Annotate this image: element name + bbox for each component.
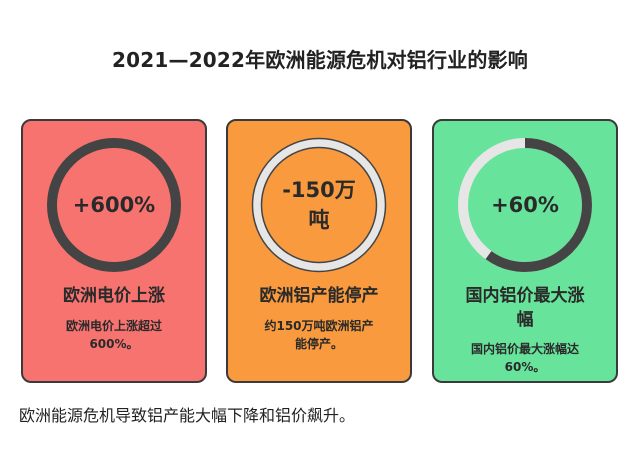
ring-value-line-1: -150万 [282,178,356,202]
ring-progress-arc [458,138,592,272]
ring-graphic [251,137,387,273]
ring-graphic [458,138,592,272]
card-text-line-1: 约150万吨欧洲铝产 [264,319,374,333]
ring-value: +600% [72,193,156,217]
caption: 欧洲能源危机导致铝产能大幅下降和铝价飙升。 [19,406,356,425]
card-text-line-1: 国内铝价最大涨幅达 [470,342,579,356]
card-text-line-1: 欧洲电价上涨超过 [65,319,162,333]
card-electricity-price: +600% 欧洲电价上涨 欧洲电价上涨超过 600%。 [21,119,207,383]
card-heading: 欧洲电价上涨 [63,286,165,306]
progress-ring: -150万 吨 [249,135,389,275]
page-title: 2021—2022年欧洲能源危机对铝行业的影响 [112,48,528,72]
card-text-line-2: 600%。 [89,337,139,351]
card-text-line-2: 能停产。 [294,337,343,351]
card-heading-line-2: 幅 [516,310,534,330]
card-aluminium-capacity: -150万 吨 欧洲铝产能停产 约150万吨欧洲铝产 能停产。 [226,119,412,383]
card-domestic-aluminium-price: +60% 国内铝价最大涨 幅 国内铝价最大涨幅达 60%。 [432,119,618,383]
ring-value: -150万 吨 [249,135,389,275]
ring-value: +60% [491,193,559,217]
progress-ring: +60% [455,135,595,275]
progress-ring: +600% [44,135,184,275]
card-text-line-2: 60%。 [504,360,546,374]
ring-graphic [47,138,181,272]
card-heading: 欧洲铝产能停产 [259,286,379,306]
ring-value-line-2: 吨 [308,208,330,232]
card-heading-line-1: 国内铝价最大涨 [465,286,585,306]
